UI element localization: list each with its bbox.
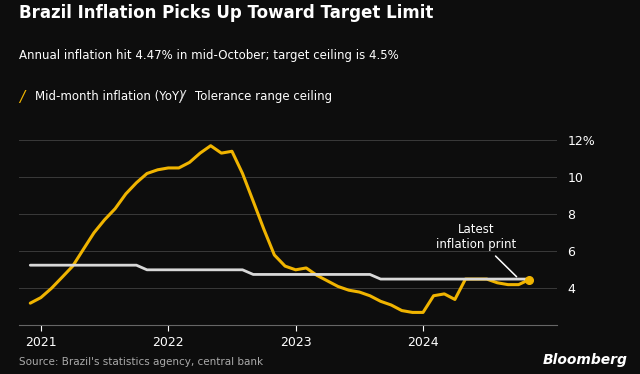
Text: Latest
inflation print: Latest inflation print (436, 223, 516, 277)
Text: Mid-month inflation (YoY): Mid-month inflation (YoY) (35, 90, 184, 103)
Text: /: / (19, 90, 24, 105)
Text: /: / (179, 90, 184, 105)
Text: Brazil Inflation Picks Up Toward Target Limit: Brazil Inflation Picks Up Toward Target … (19, 4, 433, 22)
Text: Annual inflation hit 4.47% in mid-October; target ceiling is 4.5%: Annual inflation hit 4.47% in mid-Octobe… (19, 49, 399, 62)
Text: Source: Brazil's statistics agency, central bank: Source: Brazil's statistics agency, cent… (19, 356, 263, 367)
Text: Tolerance range ceiling: Tolerance range ceiling (195, 90, 332, 103)
Text: Bloomberg: Bloomberg (542, 353, 627, 367)
